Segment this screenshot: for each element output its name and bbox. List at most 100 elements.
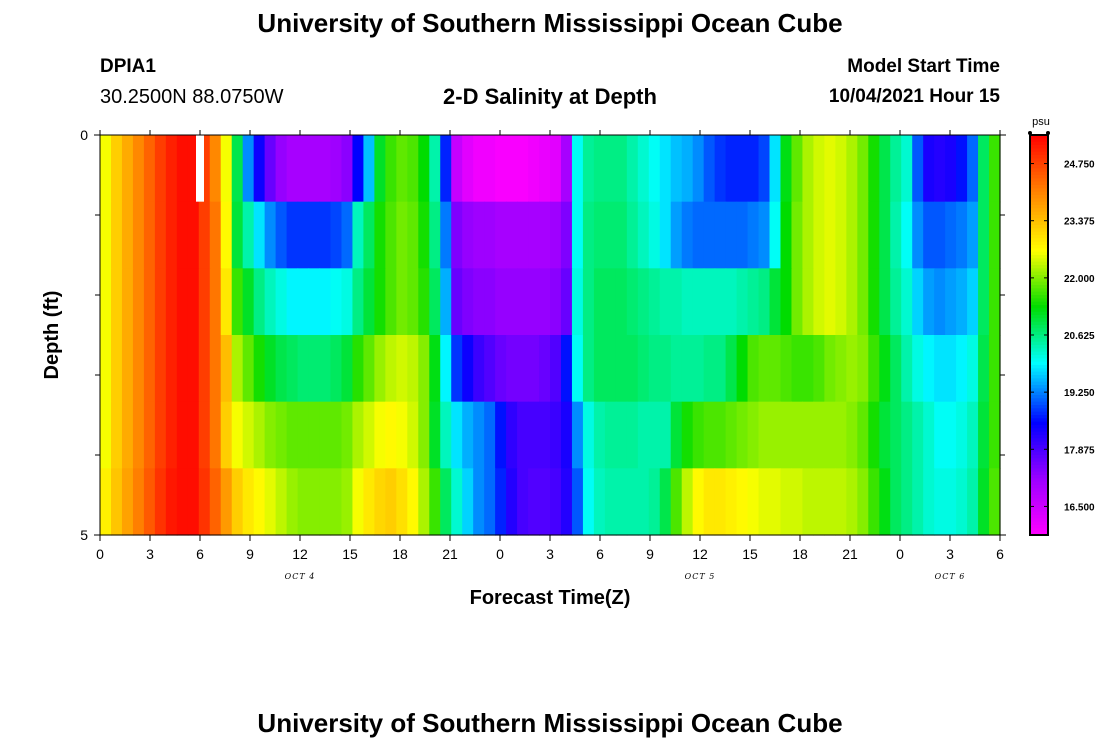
heatmap-cell <box>363 268 375 336</box>
heatmap-cell <box>396 401 408 469</box>
heatmap-cell <box>923 335 935 403</box>
heatmap-cell <box>868 201 880 269</box>
heatmap-cell <box>418 335 430 403</box>
x-tick-label: 9 <box>246 546 254 562</box>
heatmap-cell <box>462 401 474 469</box>
heatmap-cell <box>341 268 354 336</box>
heatmap-cell <box>550 201 562 269</box>
x-date-label: OCT 4 <box>285 572 316 581</box>
heatmap-cell <box>780 201 793 269</box>
heatmap-cell <box>341 401 354 469</box>
heatmap-cell <box>890 468 902 536</box>
heatmap-cell <box>835 401 847 469</box>
x-tick-label: 3 <box>546 546 554 562</box>
y-axis-title: Depth (ft) <box>41 291 63 380</box>
heatmap-cell <box>747 335 760 403</box>
colorbar-swatch <box>1030 235 1048 239</box>
heatmap-axes: 0 3 6 9 12 15 18 21 0 3 6 9 12 15 18 21 0 3 6 OCT 4 OCT 5 OCT… <box>41 127 1006 609</box>
heatmap-cell <box>824 468 836 536</box>
heatmap-cell <box>670 135 683 203</box>
heatmap-cell <box>495 268 507 336</box>
colorbar-tick-label: 23.375 <box>1064 217 1095 228</box>
heatmap-cell <box>626 135 639 203</box>
colorbar-swatch <box>1030 301 1048 306</box>
heatmap-cell <box>286 201 299 269</box>
colorbar-swatch <box>1030 418 1048 423</box>
colorbar-swatch <box>1030 401 1048 406</box>
heatmap-cell <box>165 468 178 536</box>
heatmap-cell <box>835 135 847 203</box>
heatmap-cell <box>209 135 222 203</box>
heatmap-cell <box>308 201 321 269</box>
heatmap-cell <box>264 401 277 469</box>
heatmap-cell <box>725 201 738 269</box>
x-date-label: OCT 6 <box>935 572 966 581</box>
heatmap-cell <box>934 401 946 469</box>
heatmap-cell <box>319 201 332 269</box>
heatmap-cell <box>868 401 880 469</box>
heatmap-cell <box>286 268 299 336</box>
heatmap-cell <box>220 335 233 403</box>
heatmap-cell <box>440 268 452 336</box>
heatmap-cell <box>100 335 112 403</box>
heatmap-cell <box>506 335 518 403</box>
heatmap-cell <box>528 268 540 336</box>
heatmap-cell <box>626 401 639 469</box>
heatmap-cell <box>692 468 705 536</box>
heatmap-cell <box>989 135 1001 203</box>
colorbar-swatch <box>1030 508 1048 513</box>
heatmap-cell <box>308 401 321 469</box>
x-tick-label: 0 <box>96 546 104 562</box>
heatmap-cell <box>648 401 661 469</box>
heatmap-cell <box>780 401 793 469</box>
heatmap-cell <box>429 268 441 336</box>
heatmap-cell <box>484 268 496 336</box>
heatmap-cell <box>165 401 178 469</box>
heatmap-cell <box>429 201 441 269</box>
heatmap-cell <box>824 401 836 469</box>
heatmap-cell <box>769 201 782 269</box>
heatmap-cell <box>736 401 749 469</box>
heatmap-cell <box>517 468 529 536</box>
heatmap-cell <box>912 268 924 336</box>
colorbar-swatch <box>1030 461 1048 466</box>
heatmap-cell <box>319 401 332 469</box>
heatmap-cell <box>429 468 441 536</box>
heatmap-cell <box>132 268 145 336</box>
heatmap-cell <box>967 401 979 469</box>
heatmap-cell <box>528 401 540 469</box>
x-axis-title: Forecast Time(Z) <box>470 587 631 609</box>
heatmap-cell <box>945 335 957 403</box>
heatmap-cell <box>758 201 771 269</box>
heatmap-cell <box>363 335 375 403</box>
colorbar-swatch <box>1030 421 1048 426</box>
heatmap-cell <box>967 268 979 336</box>
heatmap-cell <box>473 468 485 536</box>
colorbar-swatch <box>1030 265 1048 269</box>
heatmap-cell <box>330 268 343 336</box>
heatmap-cell <box>747 401 760 469</box>
x-tick-label: 3 <box>946 546 954 562</box>
colorbar-swatch <box>1030 525 1048 529</box>
heatmap-cell <box>176 268 189 336</box>
heatmap-cell <box>121 401 134 469</box>
heatmap-cell <box>681 335 694 403</box>
heatmap-cell <box>110 401 123 469</box>
colorbar-swatch <box>1030 255 1048 259</box>
heatmap-cell <box>637 268 650 336</box>
heatmap-cell <box>209 201 222 269</box>
colorbar-swatch <box>1030 431 1048 436</box>
heatmap-cell <box>451 201 463 269</box>
colorbar-swatch <box>1030 261 1048 266</box>
heatmap-cell <box>901 201 913 269</box>
colorbar-swatch <box>1030 135 1048 139</box>
heatmap-cell <box>747 468 760 536</box>
heatmap-cell <box>615 135 628 203</box>
colorbar-swatch <box>1030 148 1048 153</box>
heatmap-cell <box>879 135 891 203</box>
heatmap-cell <box>648 268 661 336</box>
heatmap-cell <box>517 401 529 469</box>
heatmap-cell <box>517 335 529 403</box>
heatmap-cell <box>429 401 441 469</box>
heatmap-cell <box>154 201 167 269</box>
